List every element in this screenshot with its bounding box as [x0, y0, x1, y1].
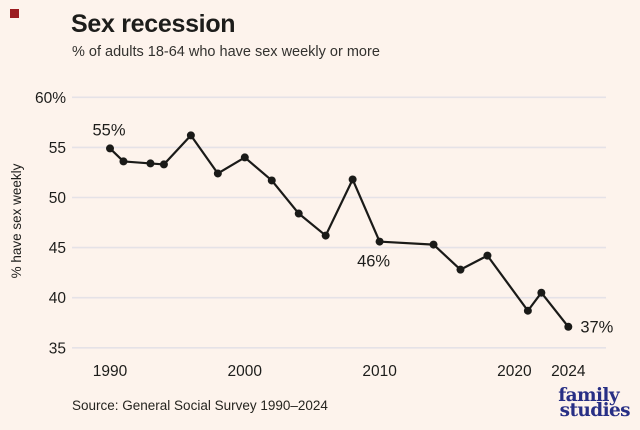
data-point — [240, 153, 249, 162]
family-studies-logo: family studies — [558, 385, 631, 421]
data-point — [483, 251, 492, 260]
brand-square-icon — [10, 9, 19, 18]
logo-line-1: family — [558, 385, 619, 406]
data-point — [146, 159, 155, 168]
data-label-annotation: 37% — [580, 318, 613, 336]
data-point — [213, 169, 222, 178]
chart-title: Sex recession — [71, 10, 236, 38]
data-point — [523, 306, 532, 315]
x-axis-tick-label: 2024 — [551, 363, 586, 380]
data-point — [429, 240, 438, 249]
data-point — [119, 157, 128, 166]
data-point — [267, 176, 276, 185]
logo-line-2: studies — [559, 399, 631, 421]
y-axis-tick-label: 50 — [49, 190, 67, 207]
x-axis-tick-label: 2000 — [228, 363, 263, 380]
y-axis-tick-label: 55 — [49, 140, 66, 157]
data-point — [537, 288, 546, 297]
y-axis-title: % have sex weekly — [9, 163, 24, 278]
y-axis-tick-label: 40 — [49, 290, 67, 307]
y-axis-tick-label: 60% — [35, 90, 66, 107]
x-axis-tick-label: 2020 — [497, 363, 532, 380]
x-axis-tick-label: 2010 — [362, 363, 397, 380]
data-label-annotation: 46% — [357, 253, 390, 271]
data-point — [564, 322, 573, 331]
data-label-annotation: 55% — [92, 121, 125, 139]
x-axis-tick-label: 1990 — [93, 363, 128, 380]
data-point — [456, 265, 465, 274]
chart-subtitle: % of adults 18-64 who have sex weekly or… — [72, 44, 380, 60]
data-point — [159, 160, 168, 169]
data-point — [186, 131, 195, 140]
data-point — [106, 144, 114, 153]
data-point — [294, 209, 303, 218]
data-point — [348, 175, 357, 184]
data-point — [321, 231, 330, 240]
data-point — [375, 237, 384, 246]
y-axis-tick-label: 35 — [49, 340, 66, 357]
y-axis-tick-label: 45 — [49, 240, 66, 257]
source-note: Source: General Social Survey 1990–2024 — [72, 398, 328, 413]
